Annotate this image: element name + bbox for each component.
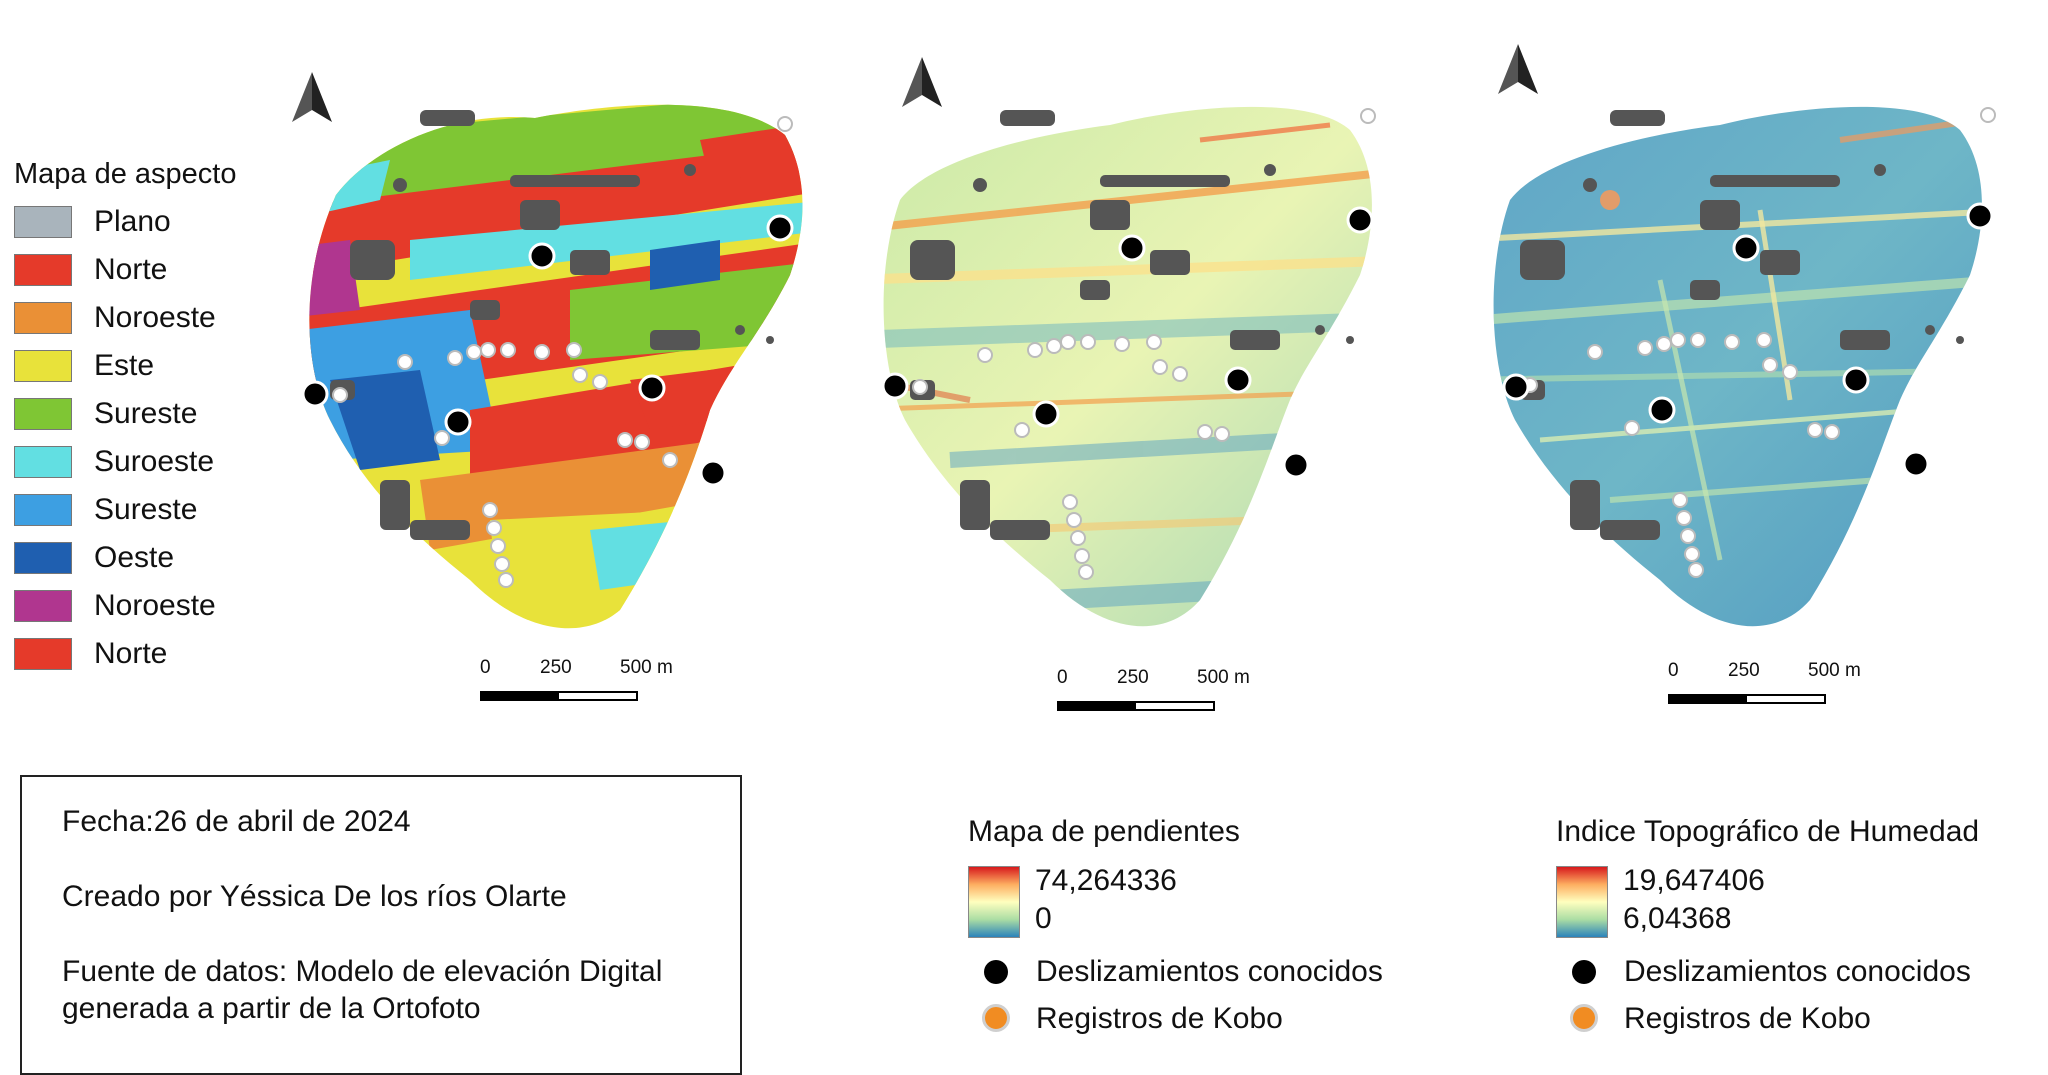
aspect-legend-item: Este [14, 346, 154, 386]
aspect-legend-item: Norte [14, 634, 167, 674]
aspect-swatch [14, 254, 72, 286]
aspect-label: Suroeste [94, 445, 215, 478]
aspect-legend-item: Oeste [14, 538, 174, 578]
scale-label-500: 500 m [1808, 660, 1861, 681]
slope-legend-title: Mapa de pendientes [968, 815, 1240, 848]
aspect-label: Oeste [94, 541, 175, 574]
slope-landslides-label: Deslizamientos conocidos [1036, 955, 1383, 988]
scale-label-500: 500 m [620, 657, 673, 678]
scale-label-0: 0 [1057, 667, 1068, 688]
twi-legend-title: Indice Topográfico de Humedad [1556, 815, 1980, 848]
aspect-label: Norte [94, 637, 168, 670]
slope-ramp [968, 866, 1020, 938]
twi-legend: Indice Topográfico de Humedad 19,647406 … [1556, 815, 2026, 1055]
aspect-legend-item: Plano [14, 202, 171, 242]
scale-label-250: 250 [1117, 667, 1149, 688]
aspect-legend-item: Sureste [14, 394, 197, 434]
aspect-legend-item: Suroeste [14, 442, 214, 482]
aspect-swatch [14, 494, 72, 526]
aspect-legend-item: Noroeste [14, 586, 216, 626]
aspect-label: Noroeste [94, 589, 216, 622]
scale-bar-twi: 0 250 500 m [1666, 658, 1861, 712]
aspect-swatch [14, 590, 72, 622]
twi-max: 19,647406 [1623, 864, 1765, 897]
twi-min: 6,04368 [1623, 902, 1732, 935]
source-text-line1: Fuente de datos: Modelo de elevación Dig… [62, 955, 663, 988]
north-arrow-icon [292, 72, 332, 122]
aspect-legend-item: Noroeste [14, 298, 216, 338]
info-box: Fecha:26 de abril de 2024 Creado por Yés… [20, 775, 742, 1075]
aspect-swatch [14, 446, 72, 478]
north-arrow-icon [1498, 44, 1538, 94]
aspect-swatch [14, 542, 72, 574]
scale-label-0: 0 [1668, 660, 1679, 681]
scale-bar-slope: 0 250 500 m [1055, 665, 1250, 719]
aspect-legend-title: Mapa de aspecto [14, 158, 237, 190]
scale-bar-graphic [1057, 701, 1215, 711]
slope-max: 74,264336 [1035, 864, 1177, 897]
scale-bar-graphic [480, 691, 638, 701]
kobo-marker-icon [982, 1004, 1010, 1032]
aspect-label: Noroeste [94, 301, 216, 334]
scale-label-500: 500 m [1197, 667, 1250, 688]
aspect-swatch [14, 398, 72, 430]
twi-map [1493, 106, 1996, 627]
landslide-marker-icon [1572, 960, 1596, 984]
twi-kobo-label: Registros de Kobo [1624, 1002, 1871, 1035]
landslide-marker-icon [984, 960, 1008, 984]
aspect-label: Plano [94, 205, 171, 238]
slope-legend: Mapa de pendientes 74,264336 0 Deslizami… [968, 815, 1428, 1055]
aspect-map [301, 104, 803, 629]
scale-bar-graphic [1668, 694, 1826, 704]
author-text: Creado por Yéssica De los ríos Olarte [62, 880, 567, 913]
aspect-swatch [14, 350, 72, 382]
north-arrow-icon [902, 57, 942, 107]
aspect-label: Sureste [94, 493, 198, 526]
aspect-label: Sureste [94, 397, 198, 430]
slope-min: 0 [1035, 902, 1052, 935]
twi-ramp [1556, 866, 1608, 938]
aspect-legend-item: Sureste [14, 490, 197, 530]
slope-kobo-label: Registros de Kobo [1036, 1002, 1283, 1035]
scale-label-0: 0 [480, 657, 491, 678]
scale-label-250: 250 [1728, 660, 1760, 681]
aspect-label: Este [94, 349, 155, 382]
aspect-swatch [14, 638, 72, 670]
date-text: Fecha:26 de abril de 2024 [62, 805, 411, 838]
scale-bar-aspect: 0 250 500 m [478, 655, 673, 709]
twi-landslides-label: Deslizamientos conocidos [1624, 955, 1971, 988]
kobo-marker-icon [1570, 1004, 1598, 1032]
scale-label-250: 250 [540, 657, 572, 678]
aspect-swatch [14, 302, 72, 334]
slope-map [881, 106, 1376, 627]
aspect-label: Norte [94, 253, 168, 286]
source-text-line2: generada a partir de la Ortofoto [62, 992, 481, 1025]
aspect-legend-item: Norte [14, 250, 167, 290]
aspect-swatch [14, 206, 72, 238]
